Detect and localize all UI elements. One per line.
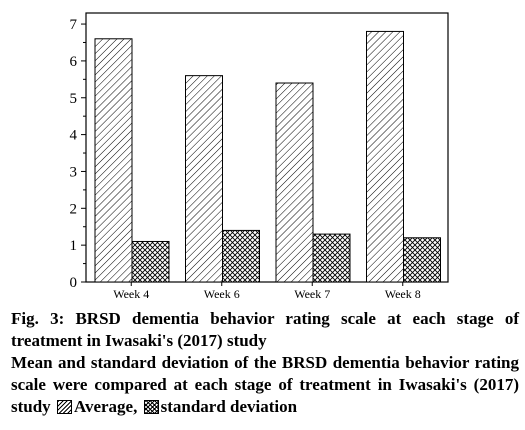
- x-tick-label: Week 8: [385, 287, 421, 300]
- bar-average: [94, 38, 133, 283]
- y-tick-label: 7: [70, 17, 78, 33]
- y-tick-label: 6: [70, 54, 78, 70]
- y-tick-label: 2: [70, 201, 78, 217]
- y-tick-label: 1: [70, 238, 78, 254]
- chart-svg: 0 1 2 3 4 5 6 7 Week 4 Week 6 Week 7 Week 8: [70, 12, 449, 300]
- figure-note: Mean and standard deviation of the BRSD …: [11, 352, 519, 418]
- x-tick-label: Week 4: [113, 287, 149, 300]
- figure-note-text: Mean and standard deviation of the BRSD …: [11, 353, 519, 416]
- y-tick-label: 5: [70, 91, 78, 107]
- bar-chart: 0 1 2 3 4 5 6 7 Week 4 Week 6 Week 7 Week 8: [70, 12, 449, 300]
- bar-average: [366, 30, 404, 283]
- bar-sd: [222, 229, 260, 283]
- y-tick-label: 4: [70, 128, 78, 144]
- bar-average: [275, 82, 314, 283]
- legend-average-label: Average,: [73, 397, 138, 416]
- x-tick-label: Week 7: [294, 287, 330, 300]
- y-tick-label: 0: [70, 275, 78, 291]
- bar-sd: [403, 237, 441, 283]
- bar-sd: [312, 233, 351, 283]
- bar-average: [185, 75, 223, 283]
- plot-frame: [85, 12, 449, 283]
- y-tick-label: 3: [70, 164, 78, 180]
- legend-sd-swatch: [143, 400, 159, 414]
- bar-sd: [131, 240, 170, 283]
- figure-caption: Fig. 3: BRSD dementia behavior rating sc…: [11, 309, 519, 350]
- legend-average-swatch: [56, 400, 72, 414]
- x-tick-label: Week 6: [204, 287, 240, 300]
- legend-sd-label: standard deviation: [160, 397, 298, 416]
